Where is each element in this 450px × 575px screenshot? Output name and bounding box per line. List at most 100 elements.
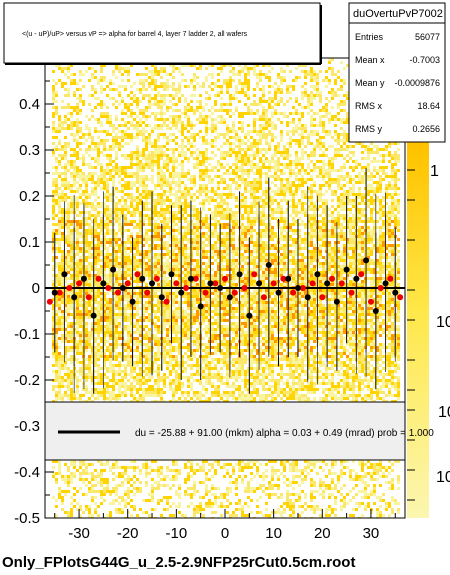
heatmap-cell (232, 244, 235, 247)
heatmap-cell (316, 94, 319, 97)
heatmap-cell (211, 253, 214, 256)
heatmap-cell (217, 187, 220, 190)
heatmap-cell (262, 85, 265, 88)
heatmap-cell (334, 130, 337, 133)
heatmap-cell (157, 91, 160, 94)
heatmap-cell (154, 139, 157, 142)
heatmap-cell (148, 196, 151, 199)
heatmap-cell (235, 214, 238, 217)
heatmap-cell (316, 76, 319, 79)
heatmap-cell (289, 259, 292, 262)
heatmap-cell (172, 124, 175, 127)
heatmap-cell (142, 178, 145, 181)
heatmap-cell (178, 115, 181, 118)
heatmap-cell (313, 229, 316, 232)
heatmap-cell (202, 232, 205, 235)
heatmap-cell (241, 265, 244, 268)
heatmap-cell (115, 88, 118, 91)
heatmap-cell (355, 142, 358, 145)
heatmap-cell (178, 220, 181, 223)
heatmap-cell (283, 103, 286, 106)
heatmap-cell (304, 70, 307, 73)
heatmap-cell (268, 214, 271, 217)
heatmap-cell (328, 100, 331, 103)
heatmap-cell (142, 157, 145, 160)
heatmap-cell (175, 94, 178, 97)
heatmap-cell (253, 268, 256, 271)
heatmap-cell (112, 139, 115, 142)
heatmap-cell (199, 67, 202, 70)
heatmap-cell (61, 250, 64, 253)
heatmap-cell (208, 157, 211, 160)
heatmap-cell (343, 232, 346, 235)
heatmap-cell (328, 79, 331, 82)
heatmap-cell (172, 217, 175, 220)
heatmap-cell (301, 148, 304, 151)
heatmap-cell (196, 211, 199, 214)
heatmap-cell (334, 244, 337, 247)
heatmap-cell (340, 253, 343, 256)
heatmap-cell (190, 208, 193, 211)
heatmap-cell (391, 178, 394, 181)
heatmap-cell (367, 265, 370, 268)
heatmap-cell (79, 94, 82, 97)
heatmap-cell (337, 112, 340, 115)
heatmap-cell (331, 235, 334, 238)
heatmap-cell (172, 226, 175, 229)
heatmap-cell (115, 205, 118, 208)
heatmap-cell (262, 118, 265, 121)
heatmap-cell (88, 202, 91, 205)
heatmap-cell (169, 205, 172, 208)
heatmap-cell (100, 178, 103, 181)
heatmap-cell (340, 268, 343, 271)
heatmap-cell (250, 256, 253, 259)
heatmap-cell (301, 205, 304, 208)
heatmap-cell (88, 136, 91, 139)
heatmap-cell (70, 256, 73, 259)
heatmap-cell (397, 220, 400, 223)
heatmap-cell (373, 169, 376, 172)
heatmap-cell (343, 94, 346, 97)
heatmap-cell (343, 193, 346, 196)
heatmap-cell (163, 226, 166, 229)
heatmap-cell (343, 247, 346, 250)
heatmap-cell (169, 160, 172, 163)
heatmap-cell (160, 145, 163, 148)
heatmap-cell (223, 151, 226, 154)
heatmap-cell (82, 103, 85, 106)
heatmap-cell (313, 94, 316, 97)
heatmap-cell (55, 265, 58, 268)
heatmap-cell (118, 238, 121, 241)
heatmap-cell (346, 238, 349, 241)
heatmap-cell (157, 202, 160, 205)
heatmap-cell (136, 235, 139, 238)
heatmap-cell (259, 238, 262, 241)
heatmap-cell (301, 196, 304, 199)
heatmap-cell (289, 142, 292, 145)
heatmap-cell (178, 190, 181, 193)
heatmap-cell (385, 244, 388, 247)
heatmap-cell (100, 226, 103, 229)
heatmap-cell (199, 190, 202, 193)
heatmap-cell (241, 178, 244, 181)
heatmap-cell (361, 175, 364, 178)
heatmap-cell (103, 238, 106, 241)
heatmap-cell (193, 241, 196, 244)
heatmap-cell (211, 139, 214, 142)
heatmap-cell (172, 250, 175, 253)
heatmap-cell (367, 148, 370, 151)
heatmap-cell (70, 223, 73, 226)
heatmap-cell (379, 256, 382, 259)
heatmap-cell (298, 253, 301, 256)
heatmap-cell (241, 142, 244, 145)
heatmap-cell (247, 190, 250, 193)
heatmap-cell (172, 172, 175, 175)
heatmap-cell (382, 172, 385, 175)
heatmap-cell (142, 175, 145, 178)
heatmap-cell (112, 130, 115, 133)
heatmap-cell (151, 178, 154, 181)
heatmap-cell (184, 64, 187, 67)
heatmap-cell (196, 226, 199, 229)
heatmap-cell (271, 160, 274, 163)
heatmap-cell (361, 181, 364, 184)
